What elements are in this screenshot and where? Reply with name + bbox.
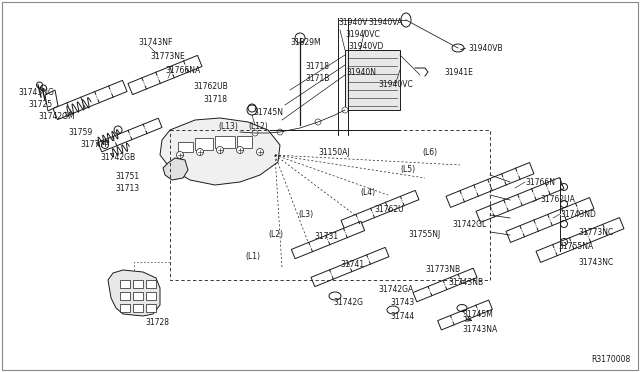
Text: 31941E: 31941E [444,68,473,77]
Bar [133,304,143,312]
Circle shape [177,151,184,158]
Text: 31718: 31718 [203,95,227,104]
Text: 31742G: 31742G [333,298,363,307]
Text: 31762UB: 31762UB [193,82,228,91]
Polygon shape [413,268,477,302]
Circle shape [315,119,321,125]
Text: 31940VB: 31940VB [468,44,502,53]
Text: 31759: 31759 [68,128,92,137]
Text: 31766N: 31766N [525,178,555,187]
Text: 31755NJ: 31755NJ [408,230,440,239]
Polygon shape [476,177,564,222]
Text: 31940V: 31940V [338,18,367,27]
Text: (L5): (L5) [400,165,415,174]
Text: 31829M: 31829M [290,38,321,47]
Text: 31940N: 31940N [346,68,376,77]
Circle shape [342,107,348,113]
Text: 31762UA: 31762UA [540,195,575,204]
Text: (L1): (L1) [245,252,260,261]
Bar [146,304,156,312]
Text: (L12): (L12) [248,122,268,131]
Polygon shape [53,80,127,120]
Polygon shape [108,270,160,316]
Polygon shape [291,221,365,259]
Polygon shape [341,190,419,230]
Text: 31744: 31744 [390,312,414,321]
Bar [120,280,130,288]
Text: 31742GL: 31742GL [452,220,486,229]
Text: 31150AJ: 31150AJ [318,148,349,157]
Bar [146,280,156,288]
Text: 31743NC: 31743NC [578,258,613,267]
Text: 31743NA: 31743NA [462,325,497,334]
Polygon shape [160,118,280,185]
Text: 31742GB: 31742GB [100,153,135,162]
Text: 31773NB: 31773NB [425,265,460,274]
Text: (L2): (L2) [268,230,283,239]
Polygon shape [446,163,534,208]
Text: 31940VD: 31940VD [348,42,383,51]
Bar [120,292,130,300]
Text: 31713: 31713 [115,184,139,193]
Text: 3171B: 3171B [305,74,330,83]
Text: 31940VA: 31940VA [368,18,403,27]
Text: 31755NA: 31755NA [558,242,593,251]
Text: R3170008: R3170008 [591,355,630,364]
Bar [345,50,400,110]
Bar [195,138,213,150]
Circle shape [237,147,243,154]
Polygon shape [311,247,389,286]
Bar [133,292,143,300]
Text: 31728: 31728 [145,318,169,327]
Text: 31762U: 31762U [374,205,404,214]
Text: 31731: 31731 [314,232,338,241]
Text: 31725: 31725 [28,100,52,109]
Circle shape [277,129,283,135]
Text: 31745M: 31745M [462,310,493,319]
Circle shape [252,130,258,136]
Text: 31940VC: 31940VC [345,30,380,39]
Text: 31743NB: 31743NB [448,278,483,287]
Circle shape [216,147,223,154]
Polygon shape [506,198,594,243]
Text: 31777P: 31777P [80,140,109,149]
Text: 31940VC: 31940VC [378,80,413,89]
Polygon shape [98,118,162,152]
Text: 31743: 31743 [390,298,414,307]
Circle shape [257,148,264,155]
Text: 31773NE: 31773NE [150,52,185,61]
Text: 31718: 31718 [305,62,329,71]
Bar [120,304,130,312]
Text: 31741: 31741 [340,260,364,269]
Text: 31743NF: 31743NF [138,38,172,47]
Bar [146,292,156,300]
Text: 31766NA: 31766NA [165,66,200,75]
Polygon shape [45,90,58,111]
Bar [133,280,143,288]
Text: (L13): (L13) [218,122,238,131]
Text: 31742GA: 31742GA [378,285,413,294]
Text: (L4): (L4) [360,188,375,197]
Text: 31745N: 31745N [253,108,283,117]
Text: 31742GM: 31742GM [38,112,75,121]
Text: 31751: 31751 [115,172,139,181]
Text: (L3): (L3) [298,210,313,219]
Polygon shape [163,158,188,180]
Text: 31743ND: 31743ND [560,210,596,219]
Text: 31743NG: 31743NG [18,88,54,97]
Bar [237,136,252,148]
Polygon shape [128,55,202,94]
Text: (L6): (L6) [422,148,437,157]
Polygon shape [438,300,492,330]
Bar [215,136,235,148]
Text: 31773NC: 31773NC [578,228,613,237]
Circle shape [196,148,204,155]
Bar [178,142,193,152]
Polygon shape [536,218,624,262]
